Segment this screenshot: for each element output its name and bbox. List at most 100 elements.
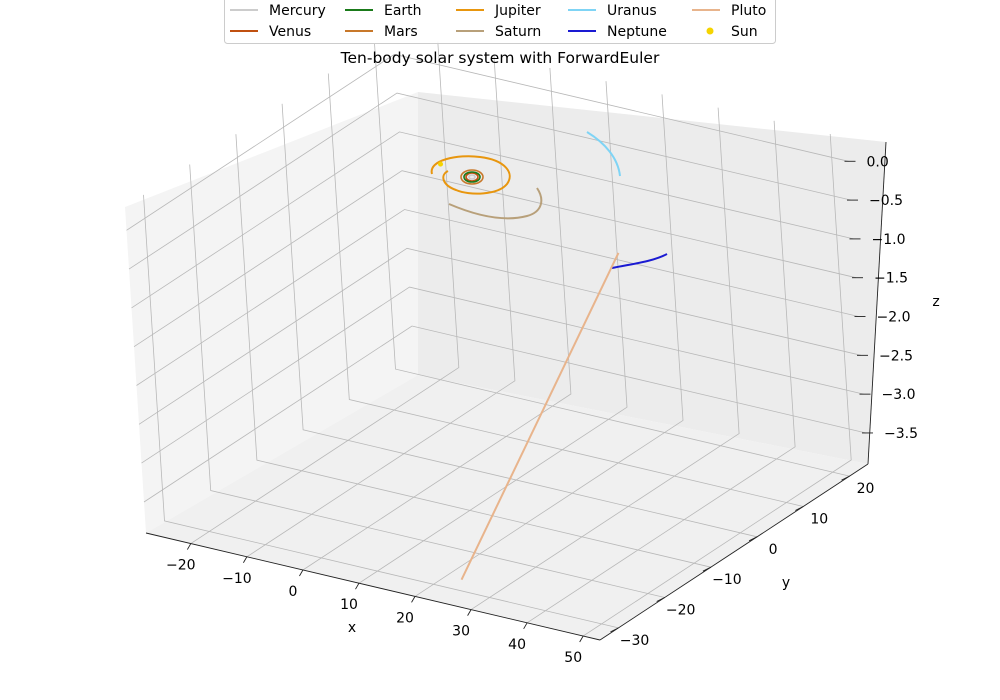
earth-trajectory	[463, 171, 481, 183]
legend-entry-neptune: Neptune	[568, 24, 667, 40]
grid-z	[133, 170, 857, 348]
y-tick	[656, 597, 665, 602]
x-tick	[299, 569, 304, 577]
saturn-trajectory	[448, 187, 543, 220]
tick-marks	[186, 160, 873, 643]
pluto-trajectory	[460, 252, 620, 581]
mars-trajectory	[460, 169, 484, 185]
x-tick-label: 10	[340, 597, 358, 613]
grid-x	[414, 94, 684, 597]
legend-entry-mars: Mars	[345, 24, 418, 40]
grid-y	[143, 194, 619, 629]
x-axis-line	[145, 532, 601, 641]
legend-label: Neptune	[607, 24, 667, 40]
legend-entry-pluto: Pluto	[692, 3, 766, 19]
mercury-trajectory	[468, 174, 476, 180]
chart-title: Ten-body solar system with ForwardEuler	[340, 49, 660, 67]
z-axis-line	[867, 141, 887, 465]
grid-y	[327, 73, 804, 507]
y-tick-label: −10	[712, 572, 742, 588]
y-tick	[748, 536, 758, 542]
y-tick-label: 10	[810, 512, 828, 528]
grid-lines	[126, 41, 867, 637]
x-tick-label: 0	[288, 584, 297, 600]
legend-label: Uranus	[607, 3, 657, 19]
tick-labels: −20 −10 0 10 20 30 40 50 −30 −20 −10 0 10 20 0.0 −0.5 −1…	[166, 154, 918, 666]
grid-y	[374, 43, 850, 477]
x-tick-label: 30	[452, 624, 470, 640]
y-axis-label: y	[782, 575, 790, 591]
x-tick	[411, 596, 416, 603]
grid-x	[582, 133, 852, 637]
x-tick	[467, 609, 472, 616]
legend-marker	[706, 27, 714, 35]
z-tick-label: −2.5	[879, 348, 913, 364]
legend-label: Venus	[269, 24, 311, 40]
grid-z	[128, 92, 852, 270]
legend: Mercury Venus Earth Mars Jupiter Saturn Uranus…	[224, 0, 776, 44]
y-tick-label: 0	[769, 542, 778, 558]
x-tick	[355, 582, 360, 590]
x-tick	[579, 635, 584, 643]
z-tick-label: −1.5	[874, 271, 908, 287]
grid-x	[526, 120, 796, 624]
jupiter-trajectory	[430, 155, 511, 195]
grid-y	[235, 134, 711, 568]
axes-panes	[125, 92, 886, 640]
y-axis-line	[599, 463, 869, 641]
sun-trajectory	[438, 161, 444, 167]
grid-z	[131, 131, 854, 309]
neptune-trajectory	[611, 253, 668, 269]
legend-entry-mercury: Mercury	[230, 3, 326, 19]
legend-label: Pluto	[731, 3, 766, 19]
grid-z	[143, 325, 867, 503]
legend-label: Jupiter	[494, 3, 541, 19]
z-tick-label: −0.5	[869, 193, 903, 209]
z-tick-label: −3.5	[884, 426, 918, 442]
grid-z	[126, 53, 849, 231]
pane-left	[125, 92, 418, 533]
grid-z	[136, 209, 859, 386]
grid-y	[281, 103, 758, 538]
y-tick-label: −20	[666, 603, 696, 619]
grid-z	[138, 247, 862, 425]
axes-edges	[145, 141, 887, 641]
legend-entry-uranus: Uranus	[568, 3, 657, 19]
z-tick-label: −2.0	[877, 310, 911, 326]
x-tick	[523, 622, 528, 630]
y-tick	[841, 475, 850, 481]
y-tick	[610, 627, 619, 633]
z-axis-label: z	[932, 294, 939, 310]
grid-y	[189, 164, 665, 598]
series-group	[430, 131, 668, 581]
x-tick-label: 50	[564, 650, 582, 666]
venus-trajectory	[465, 172, 479, 182]
x-axis-label: x	[348, 620, 356, 636]
legend-label: Earth	[384, 3, 422, 19]
grid-x	[358, 81, 628, 584]
grid-x	[190, 41, 460, 544]
z-tick-label: −3.0	[882, 387, 916, 403]
y-tick	[702, 566, 712, 572]
legend-entry-venus: Venus	[230, 24, 311, 40]
y-tick	[795, 506, 804, 511]
pane-back	[418, 92, 886, 464]
grid-x	[470, 107, 740, 610]
z-tick-label: −1.0	[872, 232, 906, 248]
z-tick-label: 0.0	[867, 154, 889, 170]
y-tick-label: 20	[857, 481, 875, 497]
legend-entry-jupiter: Jupiter	[456, 3, 541, 19]
grid-x	[302, 67, 572, 571]
grid-z	[141, 286, 864, 464]
x-tick	[186, 543, 192, 550]
uranus-trajectory	[586, 131, 621, 177]
legend-label: Saturn	[495, 24, 541, 40]
legend-label: Sun	[731, 24, 758, 40]
legend-entry-saturn: Saturn	[456, 24, 541, 40]
x-tick-label: −10	[222, 571, 252, 587]
pane-floor	[146, 375, 868, 640]
y-tick-label: −30	[620, 633, 650, 649]
legend-entry-sun: Sun	[706, 24, 758, 40]
